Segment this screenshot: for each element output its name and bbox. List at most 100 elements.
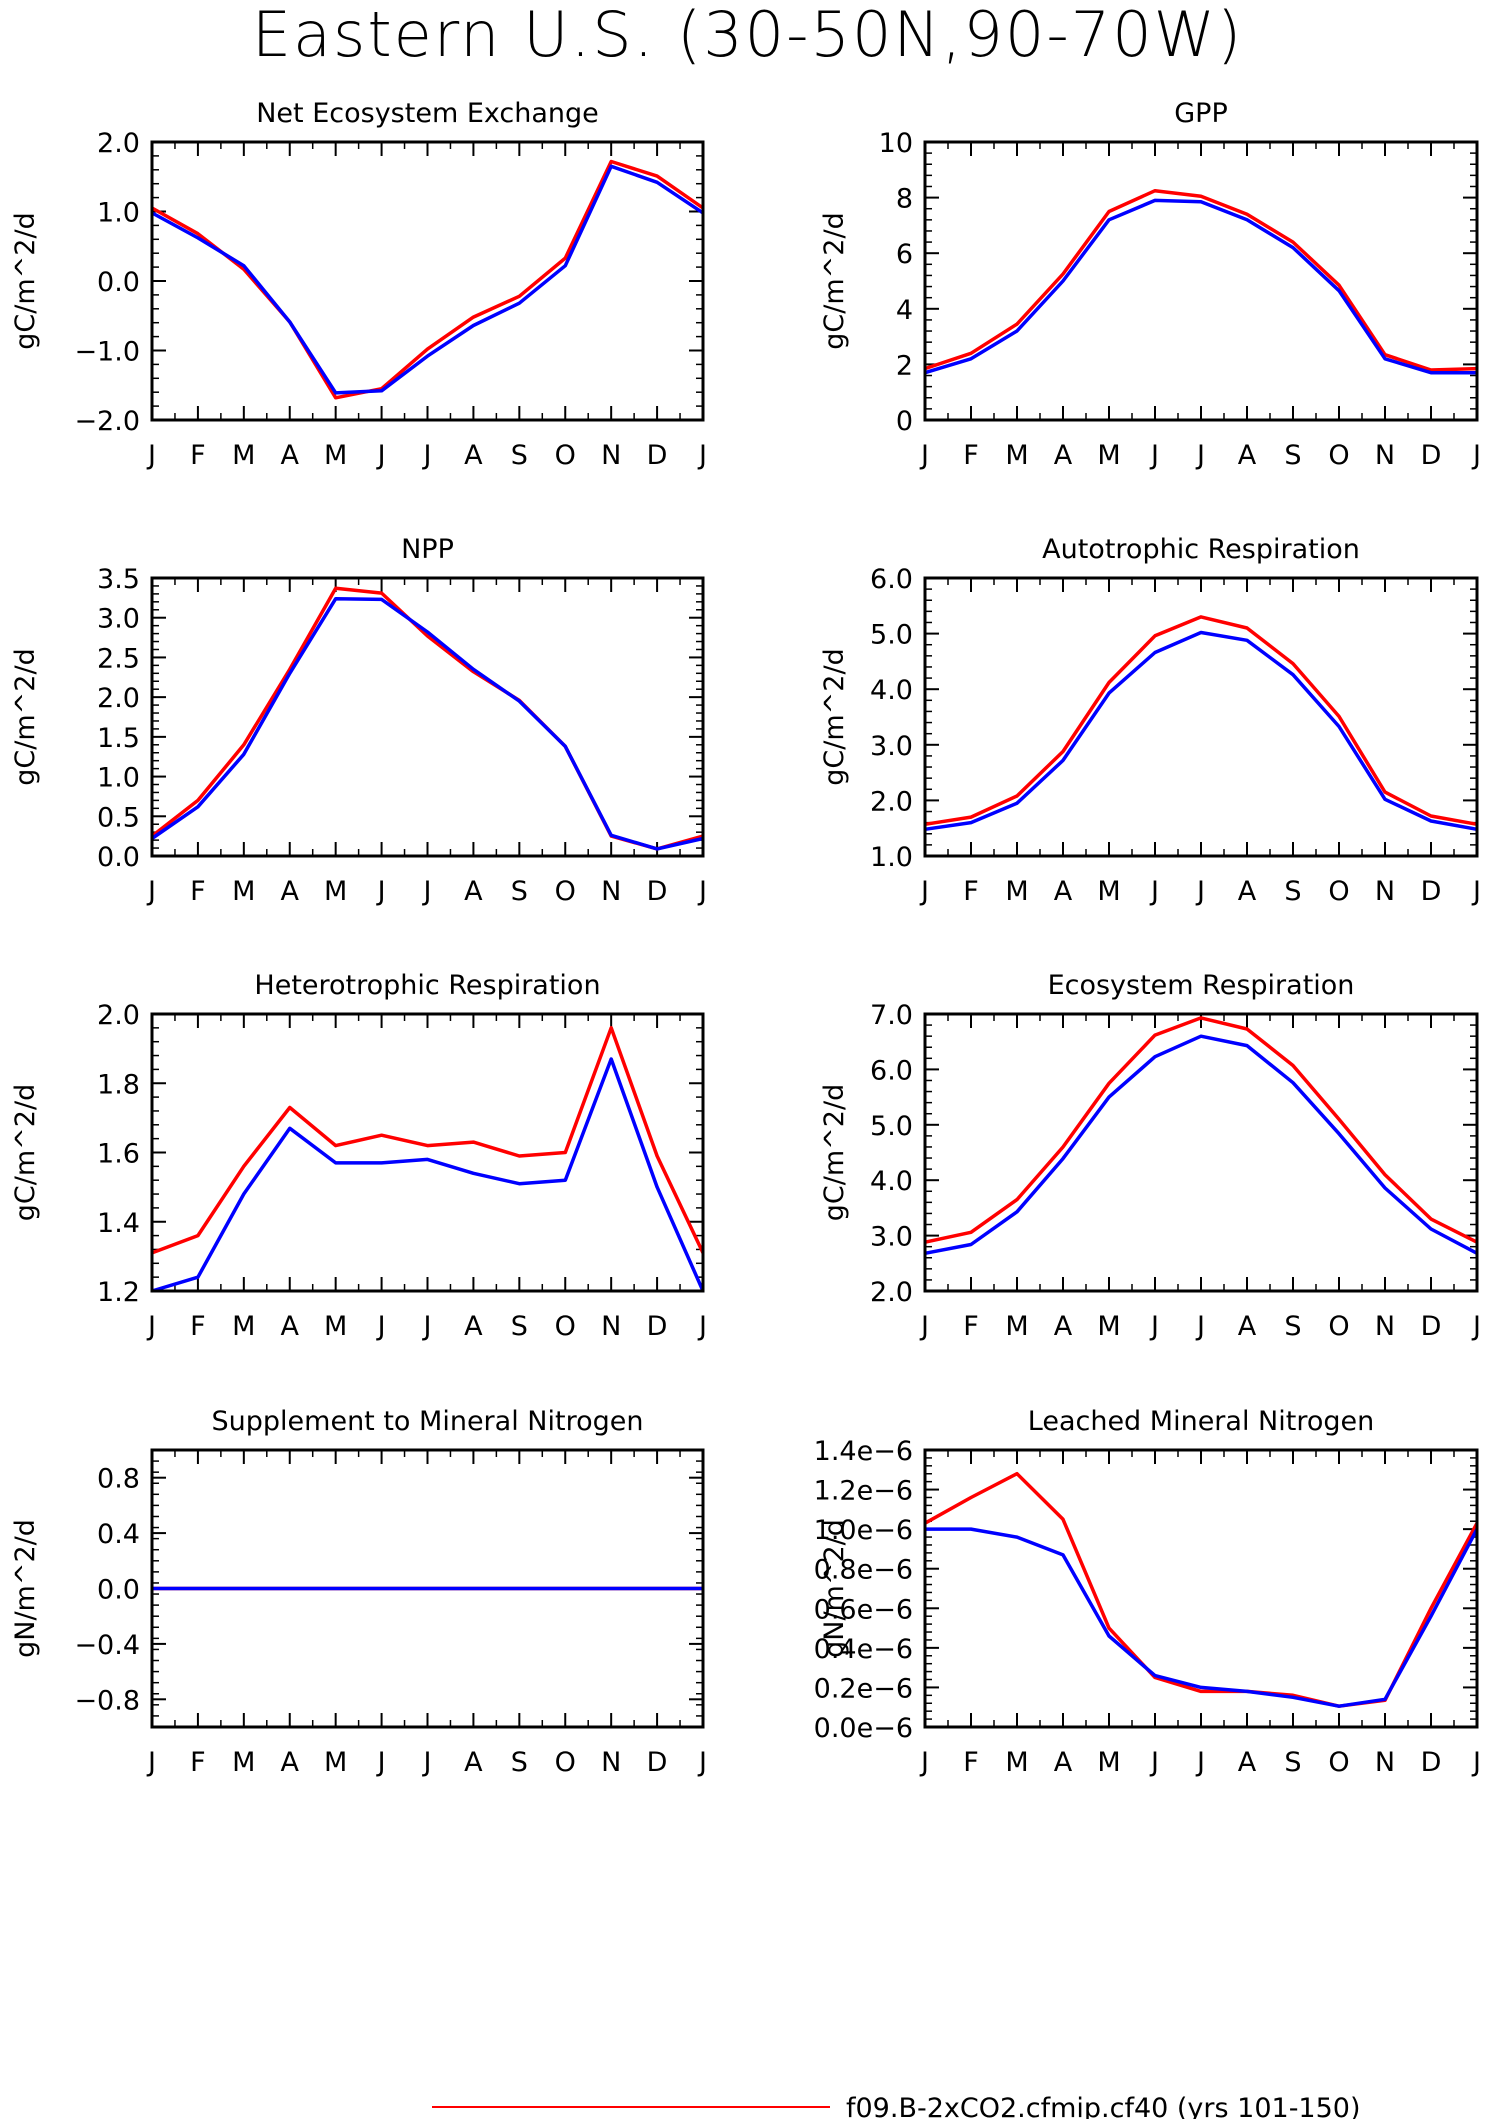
plot-frame xyxy=(150,140,705,422)
x-tick-label: S xyxy=(1284,440,1301,471)
panel-title: Leached Mineral Nitrogen xyxy=(1028,1406,1374,1437)
x-tick-label: S xyxy=(1284,1747,1301,1778)
series-line-red xyxy=(150,586,704,851)
x-tick-label: F xyxy=(963,1747,979,1778)
y-tick-label: 2.0 xyxy=(97,683,140,714)
y-tick-label: 1.0e−6 xyxy=(814,1515,913,1546)
y-tick-label: −2.0 xyxy=(74,406,140,437)
x-tick-label: D xyxy=(1421,1747,1442,1778)
y-tick-label: 8 xyxy=(896,184,913,215)
y-tick-label: −0.4 xyxy=(74,1630,140,1661)
x-tick-label: O xyxy=(1328,440,1349,471)
x-tick-label: A xyxy=(1238,440,1257,471)
x-tick-label: A xyxy=(281,1311,300,1342)
x-tick-label: A xyxy=(281,440,300,471)
x-tick-label: J xyxy=(919,1747,929,1778)
x-tick-label: N xyxy=(1375,440,1395,471)
y-tick-label: 3.0 xyxy=(870,1222,913,1253)
x-tick-label: M xyxy=(232,440,255,471)
x-tick-label: A xyxy=(1238,876,1257,907)
y-tick-label: 3.5 xyxy=(97,564,140,595)
series-line-red xyxy=(924,1016,1478,1244)
x-tick-label: J xyxy=(1195,1311,1205,1342)
series-line-blue xyxy=(151,1057,705,1293)
y-tick-label: 1.8 xyxy=(97,1069,140,1100)
x-tick-label: J xyxy=(1471,440,1481,471)
x-tick-label: J xyxy=(1149,440,1159,471)
x-tick-label: O xyxy=(555,876,576,907)
plot-frame xyxy=(150,1012,705,1293)
x-tick-label: J xyxy=(1149,1311,1159,1342)
x-tick-label: A xyxy=(464,1311,483,1342)
legend-label-series-a: f09.B-2xCO2.cfmip.cf40 (yrs 101-150) xyxy=(846,2093,1361,2119)
x-tick-label: J xyxy=(1471,876,1481,907)
y-tick-label: 2.0 xyxy=(870,786,913,817)
x-tick-label: D xyxy=(647,1311,668,1342)
y-axis-label: gC/m^2/d xyxy=(10,1084,41,1221)
x-tick-label: J xyxy=(376,1311,386,1342)
x-tick-label: J xyxy=(697,1747,707,1778)
y-tick-label: 1.4 xyxy=(97,1208,140,1239)
y-axis-label: gN/m^2/d xyxy=(819,1519,850,1658)
x-tick-label: M xyxy=(1005,876,1028,907)
x-tick-label: A xyxy=(1054,876,1073,907)
x-tick-label: A xyxy=(1054,1311,1073,1342)
x-tick-label: J xyxy=(1195,1747,1205,1778)
plot-frame xyxy=(923,576,1479,858)
panel-title: Ecosystem Respiration xyxy=(1048,970,1355,1001)
x-tick-label: J xyxy=(422,876,432,907)
x-tick-label: J xyxy=(919,1311,929,1342)
x-tick-label: J xyxy=(422,440,432,471)
series-line-blue xyxy=(924,630,1478,832)
x-tick-label: N xyxy=(601,876,621,907)
plot-frame xyxy=(923,1448,1479,1729)
y-tick-label: 1.6 xyxy=(97,1139,140,1170)
y-tick-label: 0.0 xyxy=(97,842,140,873)
x-tick-label: M xyxy=(324,1311,347,1342)
y-tick-label: 0.2e−6 xyxy=(814,1673,913,1704)
series-line-red xyxy=(151,1026,705,1255)
y-tick-label: 0.0e−6 xyxy=(814,1713,913,1744)
x-tick-label: S xyxy=(511,876,528,907)
x-tick-label: A xyxy=(464,1747,483,1778)
y-axis-label: gC/m^2/d xyxy=(819,648,850,785)
y-tick-label: 2.0 xyxy=(870,1277,913,1308)
x-tick-label: M xyxy=(324,876,347,907)
x-tick-label: M xyxy=(1097,1311,1120,1342)
x-tick-label: J xyxy=(1149,1747,1159,1778)
x-tick-label: A xyxy=(464,440,483,471)
y-tick-label: 5.0 xyxy=(870,620,913,651)
y-tick-label: 1.2 xyxy=(97,1277,140,1308)
x-tick-label: D xyxy=(1421,876,1442,907)
y-tick-label: 1.0 xyxy=(97,198,140,229)
x-tick-label: J xyxy=(1471,1747,1481,1778)
series-line-blue xyxy=(924,1034,1478,1256)
x-tick-label: A xyxy=(464,876,483,907)
x-tick-label: N xyxy=(1375,1311,1395,1342)
x-tick-label: F xyxy=(190,876,206,907)
x-tick-label: A xyxy=(1054,440,1073,471)
x-tick-label: S xyxy=(1284,876,1301,907)
x-tick-label: J xyxy=(697,1311,707,1342)
y-tick-label: 0.8e−6 xyxy=(814,1555,913,1586)
y-tick-label: 2.5 xyxy=(97,643,140,674)
x-tick-label: N xyxy=(601,440,621,471)
y-tick-label: 2 xyxy=(896,350,913,381)
x-tick-label: D xyxy=(647,440,668,471)
y-tick-label: 1.0 xyxy=(97,763,140,794)
series-line-blue xyxy=(151,164,704,395)
x-tick-label: D xyxy=(647,876,668,907)
x-tick-label: O xyxy=(555,440,576,471)
x-tick-label: J xyxy=(1471,1311,1481,1342)
x-tick-label: M xyxy=(1005,440,1028,471)
x-tick-label: N xyxy=(601,1747,621,1778)
x-tick-label: S xyxy=(511,440,528,471)
x-tick-label: J xyxy=(376,876,386,907)
panel-title: GPP xyxy=(1174,98,1228,129)
series-line-blue xyxy=(924,198,1477,375)
y-axis-label: gC/m^2/d xyxy=(10,212,41,349)
